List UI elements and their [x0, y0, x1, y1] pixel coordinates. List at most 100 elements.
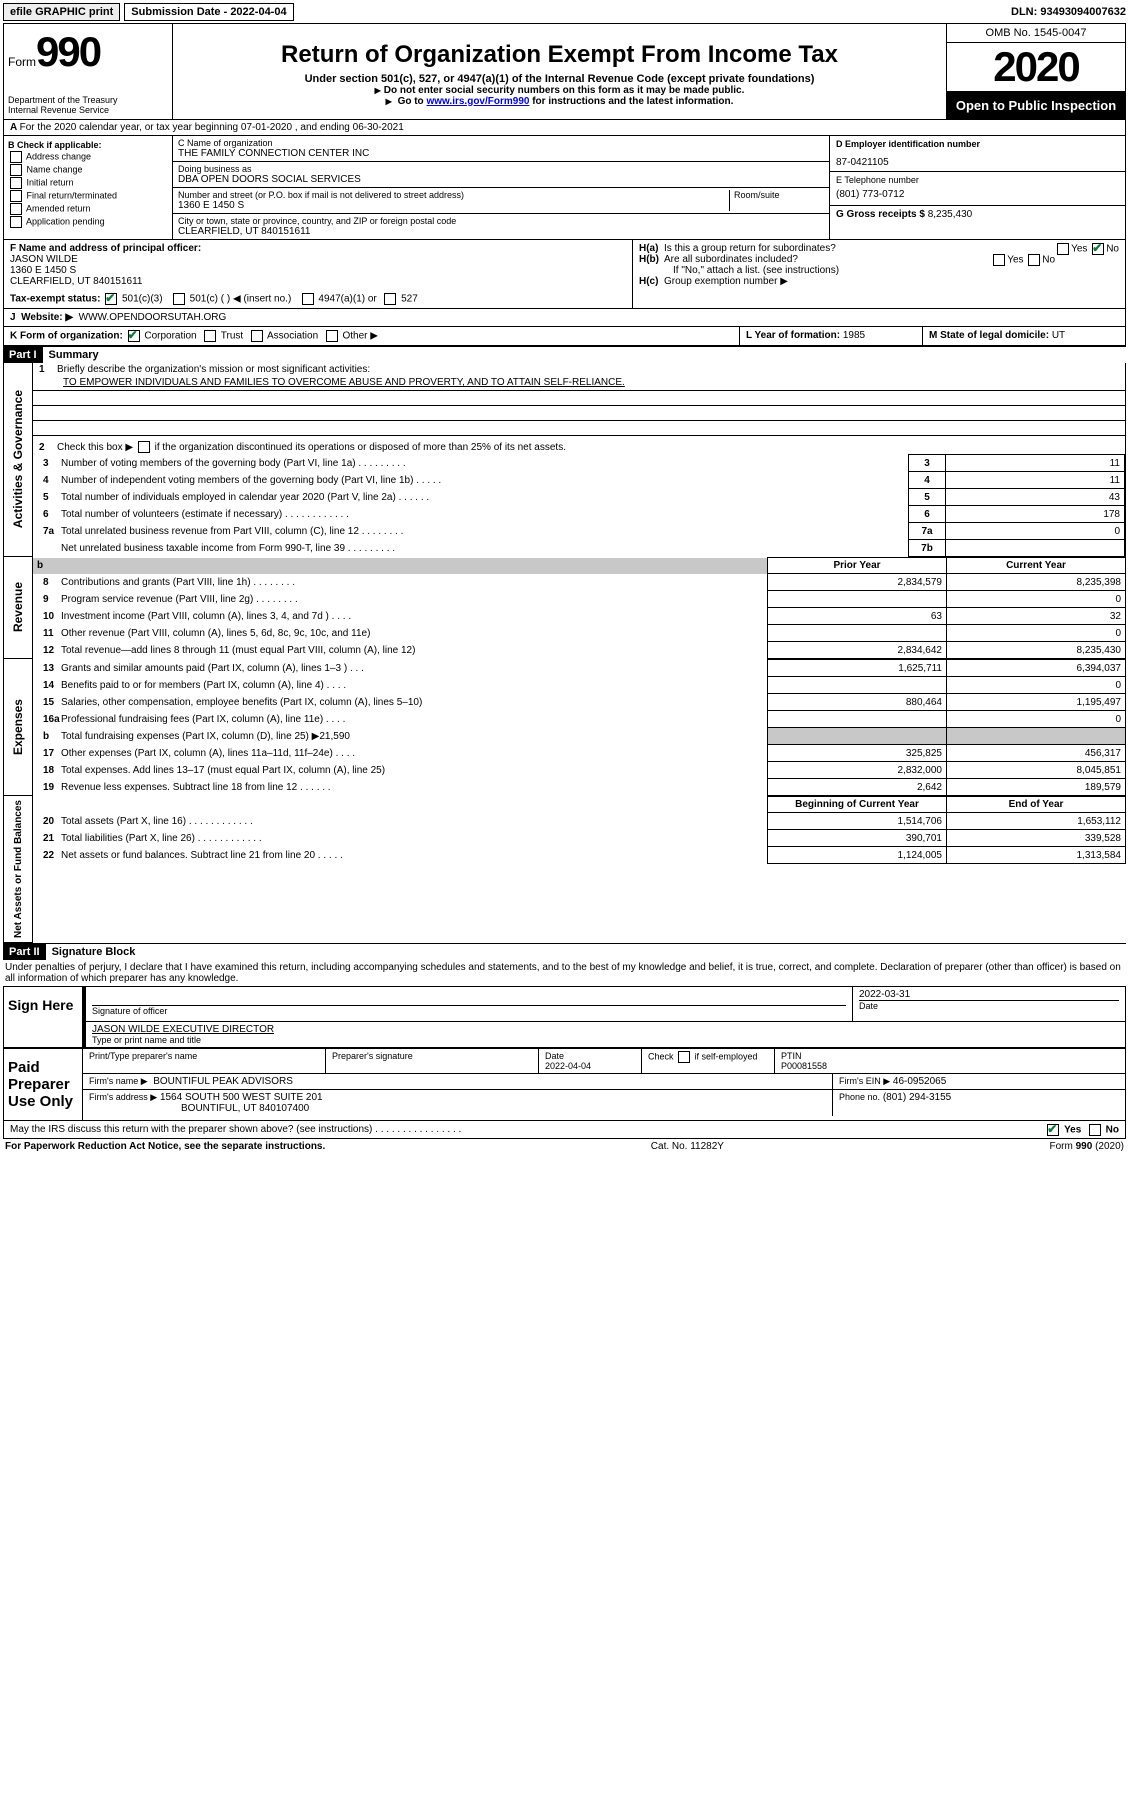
q2-text: Check this box ▶ if the organization dis… [57, 442, 566, 453]
firm-ein-label: Firm's EIN ▶ [839, 1076, 890, 1086]
cb-hb-no[interactable] [1028, 254, 1040, 266]
netassets-table: Beginning of Current YearEnd of Year20To… [33, 796, 1126, 864]
cb-discuss-yes[interactable] [1047, 1124, 1059, 1136]
cb-address-change[interactable] [10, 151, 22, 163]
sig-date-label: Date [859, 1000, 1119, 1011]
k-label: K Form of organization: [10, 331, 123, 342]
l-value: 1985 [843, 330, 865, 341]
officer-name: JASON WILDE EXECUTIVE DIRECTOR [92, 1024, 1119, 1035]
city-value: CLEARFIELD, UT 840151611 [178, 226, 824, 237]
part-ii-title: Signature Block [52, 946, 136, 958]
form-subtitle: Under section 501(c), 527, or 4947(a)(1)… [179, 73, 940, 85]
side-revenue: Revenue [3, 557, 33, 659]
l-label: L Year of formation: [746, 330, 840, 341]
f-addr1: 1360 E 1450 S [10, 265, 626, 276]
discuss-row: May the IRS discuss this return with the… [3, 1121, 1126, 1139]
section-b-checkboxes: B Check if applicable: Address change Na… [4, 136, 173, 239]
firm-phone: (801) 294-3155 [883, 1092, 951, 1103]
efile-button[interactable]: efile GRAPHIC print [3, 3, 120, 21]
firm-addr-label: Firm's address ▶ [89, 1092, 157, 1102]
cb-app-pending[interactable] [10, 216, 22, 228]
form-title: Return of Organization Exempt From Incom… [179, 41, 940, 69]
tax-year: 2020 [947, 43, 1125, 92]
part-i-netassets: Net Assets or Fund Balances Beginning of… [3, 796, 1126, 943]
footer: For Paperwork Reduction Act Notice, see … [3, 1139, 1126, 1152]
dept-treasury-2: Internal Revenue Service [8, 105, 168, 115]
hc-text: Group exemption number ▶ [664, 276, 788, 287]
dba-label: Doing business as [178, 164, 824, 174]
prep-date: 2022-04-04 [545, 1061, 591, 1071]
prep-name-label: Print/Type preparer's name [83, 1049, 326, 1073]
cb-self-employed[interactable] [678, 1051, 690, 1063]
cb-527[interactable] [384, 293, 396, 305]
cb-corp[interactable] [128, 330, 140, 342]
f-label: F Name and address of principal officer: [10, 243, 626, 254]
part-i-revenue: Revenue bPrior YearCurrent Year8Contribu… [3, 557, 1126, 659]
cb-501c3[interactable] [105, 293, 117, 305]
cb-other[interactable] [326, 330, 338, 342]
paid-preparer-label: Paid Preparer Use Only [4, 1049, 83, 1120]
part-ii-label: Part II [3, 944, 46, 960]
e-label: E Telephone number [836, 175, 1119, 185]
cb-discontinued[interactable] [138, 441, 150, 453]
ptin-label: PTIN [781, 1051, 802, 1061]
topbar: efile GRAPHIC print Submission Date - 20… [3, 3, 1126, 21]
section-c-name-address: C Name of organization THE FAMILY CONNEC… [173, 136, 829, 239]
q1-answer: TO EMPOWER INDIVIDUALS AND FAMILIES TO O… [63, 377, 625, 388]
cb-name-change[interactable] [10, 164, 22, 176]
cb-4947[interactable] [302, 293, 314, 305]
d-label: D Employer identification number [836, 139, 1119, 149]
part-i-governance: Activities & Governance 1Briefly describ… [3, 363, 1126, 557]
j-label: Website: ▶ [21, 312, 73, 323]
side-netassets: Net Assets or Fund Balances [3, 796, 33, 943]
form-id-block: Form 990 Department of the Treasury Inte… [4, 24, 173, 119]
row-a-taxyear: A For the 2020 calendar year, or tax yea… [3, 120, 1126, 136]
prep-date-label: Date [545, 1051, 564, 1061]
cb-final-return[interactable] [10, 190, 22, 202]
submission-date-box: Submission Date - 2022-04-04 [124, 3, 293, 21]
sign-here-block: Sign Here Signature of officer 2022-03-3… [3, 987, 1126, 1048]
d-ein: 87-0421105 [836, 157, 1119, 168]
cb-hb-yes[interactable] [993, 254, 1005, 266]
row-klm: K Form of organization: Corporation Trus… [3, 327, 1126, 346]
form-meta-block: OMB No. 1545-0047 2020 Open to Public In… [946, 24, 1125, 119]
form-title-block: Return of Organization Exempt From Incom… [173, 24, 946, 119]
sig-officer-label: Signature of officer [92, 1005, 846, 1016]
cb-501c[interactable] [173, 293, 185, 305]
e-phone: (801) 773-0712 [836, 189, 1119, 200]
cb-assoc[interactable] [251, 330, 263, 342]
part-i-expenses: Expenses 13Grants and similar amounts pa… [3, 659, 1126, 796]
b-heading: B Check if applicable: [8, 140, 168, 150]
dept-treasury-1: Department of the Treasury [8, 95, 168, 105]
footer-mid: Cat. No. 11282Y [651, 1141, 724, 1152]
goto-line: Go to www.irs.gov/Form990 for instructio… [179, 96, 940, 107]
firm-addr1: 1564 SOUTH 500 WEST SUITE 201 [160, 1092, 323, 1103]
section-deg: D Employer identification number 87-0421… [829, 136, 1125, 239]
f-name: JASON WILDE [10, 254, 626, 265]
addr-label: Number and street (or P.O. box if mail i… [178, 190, 725, 200]
part-ii-header: Part II Signature Block [3, 943, 1126, 960]
form990-link[interactable]: www.irs.gov/Form990 [426, 96, 529, 107]
addr-value: 1360 E 1450 S [178, 200, 725, 211]
cb-initial-return[interactable] [10, 177, 22, 189]
c-name: THE FAMILY CONNECTION CENTER INC [178, 148, 824, 159]
dba-value: DBA OPEN DOORS SOCIAL SERVICES [178, 174, 824, 185]
cb-trust[interactable] [204, 330, 216, 342]
firm-name: BOUNTIFUL PEAK ADVISORS [153, 1076, 293, 1087]
room-suite-label: Room/suite [730, 190, 824, 211]
cb-ha-no[interactable] [1092, 243, 1104, 255]
form-word: Form [8, 55, 36, 69]
prep-sig-label: Preparer's signature [326, 1049, 539, 1073]
firm-addr2: BOUNTIFUL, UT 840107400 [181, 1103, 309, 1114]
part-i-header: Part I Summary [3, 346, 1126, 363]
cb-ha-yes[interactable] [1057, 243, 1069, 255]
cb-amended[interactable] [10, 203, 22, 215]
dln-label: DLN: 93493094007632 [1011, 6, 1126, 18]
j-website: WWW.OPENDOORSUTAH.ORG [79, 312, 227, 323]
ha-text: Is this a group return for subordinates? [664, 243, 836, 254]
expenses-table: 13Grants and similar amounts paid (Part … [33, 659, 1126, 796]
section-h: H(a) Is this a group return for subordin… [633, 240, 1125, 308]
m-value: UT [1052, 330, 1065, 341]
footer-right: Form 990 (2020) [1050, 1141, 1124, 1152]
cb-discuss-no[interactable] [1089, 1124, 1101, 1136]
